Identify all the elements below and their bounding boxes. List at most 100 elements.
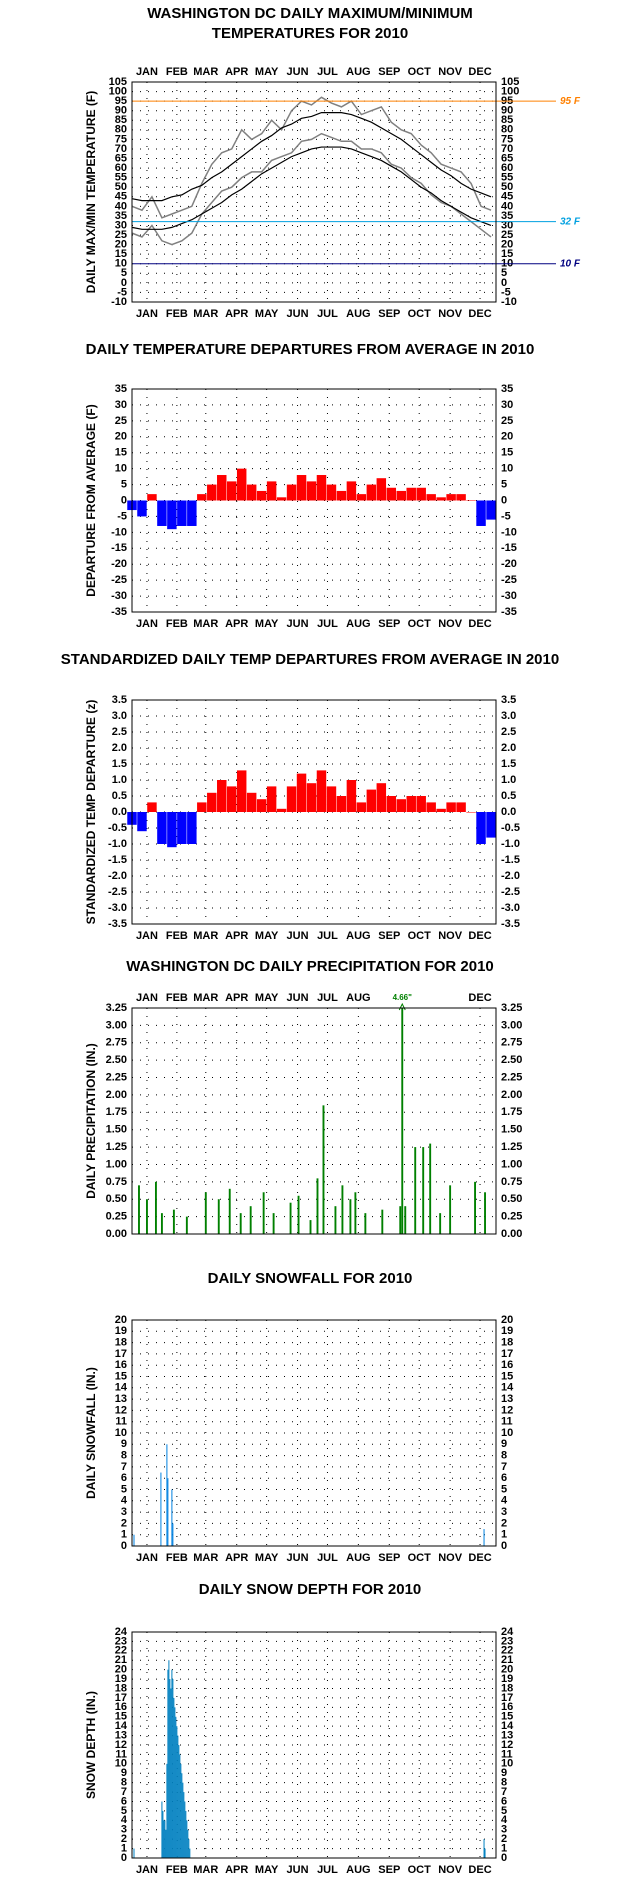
- y-tick-label: 9: [121, 1767, 127, 1779]
- bar: [356, 802, 367, 812]
- bar: [316, 1178, 319, 1234]
- y-tick-label: 7: [121, 1461, 127, 1473]
- y-tick-label-right: 3.25: [501, 1002, 522, 1014]
- bar: [161, 1801, 163, 1858]
- y-tick-label-right: -2.0: [501, 870, 520, 882]
- y-tick-label-right: 70: [501, 143, 513, 155]
- bar: [356, 494, 367, 501]
- y-tick-label: 0.25: [106, 1211, 127, 1223]
- bar: [276, 497, 287, 501]
- y-tick-label: 75: [115, 133, 127, 145]
- bar: [306, 783, 317, 812]
- y-tick-label: 3: [121, 1506, 127, 1518]
- x-tick-label: JUL: [317, 992, 338, 1004]
- y-tick-label: 60: [115, 162, 127, 174]
- y-tick-label-right: 6: [501, 1472, 507, 1484]
- y-tick-label-right: -5: [501, 510, 511, 522]
- y-tick-label-right: -2.5: [501, 886, 520, 898]
- y-tick-label: -35: [111, 606, 127, 618]
- plot-frame: [131, 388, 497, 613]
- y-tick-label: 5: [121, 267, 127, 279]
- y-tick-label-right: 10: [501, 463, 513, 475]
- bar: [449, 1185, 452, 1234]
- y-tick-label-right: 55: [501, 172, 513, 184]
- y-tick-label-right: 21: [501, 1654, 513, 1666]
- bar: [326, 484, 337, 501]
- bar: [170, 1688, 172, 1858]
- y-tick-label: 2.75: [106, 1037, 127, 1049]
- y-tick-label-right: 11: [501, 1416, 513, 1428]
- bar: [167, 1478, 169, 1546]
- bar: [266, 786, 277, 812]
- y-tick-label: 0.50: [106, 1193, 127, 1205]
- bar: [414, 1147, 417, 1234]
- y-tick-label-right: 3.5: [501, 694, 516, 706]
- y-tick-label-right: 0.75: [501, 1176, 522, 1188]
- bar: [322, 1105, 325, 1234]
- y-tick-label: 2.0: [112, 742, 127, 754]
- x-tick-label: JUN: [287, 930, 309, 942]
- y-tick-label-right: 1.5: [501, 758, 516, 770]
- bar: [446, 802, 456, 812]
- y-tick-label: -10: [111, 526, 127, 538]
- bar: [177, 1735, 179, 1858]
- y-tick-label: 80: [115, 124, 127, 136]
- y-tick-label: 17: [115, 1692, 127, 1704]
- bar: [226, 481, 237, 501]
- x-tick-label: APR: [225, 992, 248, 1004]
- threshold-label: 95 F: [560, 96, 581, 107]
- y-tick-label-right: 1: [501, 1842, 507, 1854]
- y-tick-label-right: -15: [501, 542, 517, 554]
- y-tick-label-right: 17: [501, 1348, 513, 1360]
- x-tick-label: MAY: [255, 1864, 279, 1876]
- y-tick-label: 18: [115, 1682, 127, 1694]
- y-tick-label-right: -10: [501, 296, 517, 308]
- y-tick-label: 2.25: [106, 1071, 127, 1083]
- y-tick-label: 20: [115, 239, 127, 251]
- x-tick-label: JUN: [287, 308, 309, 320]
- chart-title: DAILY TEMPERATURE DEPARTURES FROM AVERAG…: [86, 341, 535, 358]
- x-tick-label: AUG: [346, 66, 370, 78]
- y-tick-label: 13: [115, 1393, 127, 1405]
- y-tick-label: 20: [115, 1664, 127, 1676]
- y-tick-label-right: 75: [501, 133, 513, 145]
- y-tick-label: 10: [115, 463, 127, 475]
- x-tick-label: MAR: [193, 618, 218, 630]
- x-tick-label: SEP: [378, 1864, 400, 1876]
- y-tick-label: 3.5: [112, 694, 127, 706]
- bar: [239, 1213, 242, 1234]
- y-tick-label-right: 19: [501, 1673, 513, 1685]
- y-tick-label-right: 10: [501, 1427, 513, 1439]
- bar: [426, 494, 436, 501]
- bar: [185, 1810, 187, 1858]
- bar: [456, 802, 466, 812]
- bar: [296, 773, 307, 812]
- y-axis-title: DAILY MAX/MIN TEMPERATURE (F): [84, 91, 98, 293]
- bar: [456, 494, 466, 501]
- y-tick-label-right: -5: [501, 286, 511, 298]
- bar: [341, 1185, 344, 1234]
- bar: [217, 1199, 220, 1234]
- y-tick-label: 20: [115, 1314, 127, 1326]
- x-tick-label: NOV: [438, 1552, 463, 1564]
- y-tick-label: 40: [115, 200, 127, 212]
- x-tick-label: AUG: [346, 1552, 370, 1564]
- bar: [364, 1213, 367, 1234]
- bar: [484, 1192, 486, 1234]
- y-tick-label-right: 12: [501, 1739, 513, 1751]
- bar: [133, 1848, 135, 1858]
- y-tick-label: 1.00: [106, 1158, 127, 1170]
- y-tick-label-right: 40: [501, 200, 513, 212]
- y-tick-label: 1.25: [106, 1141, 127, 1153]
- x-tick-label: AUG: [346, 1864, 370, 1876]
- bar: [217, 780, 227, 812]
- y-tick-label: 55: [115, 172, 127, 184]
- y-tick-label: -30: [111, 590, 127, 602]
- y-tick-label: 18: [115, 1337, 127, 1349]
- y-tick-label: -3.5: [108, 918, 127, 930]
- bar: [137, 812, 147, 832]
- x-tick-label: JUL: [317, 1864, 338, 1876]
- bar: [172, 1679, 174, 1858]
- y-tick-label-right: 80: [501, 124, 513, 136]
- y-tick-label-right: 22: [501, 1645, 513, 1657]
